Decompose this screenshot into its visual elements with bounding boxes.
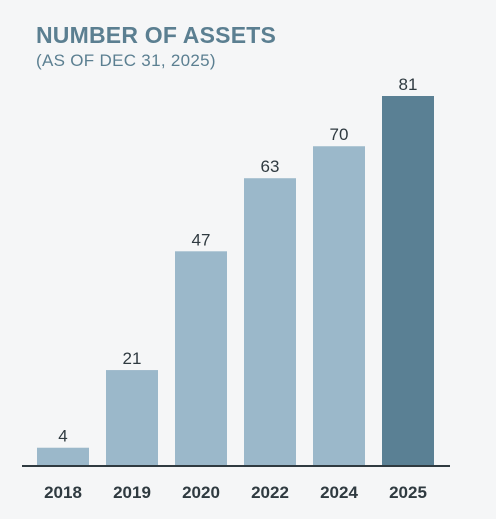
category-label-2024: 2024 <box>320 483 358 502</box>
value-label-2019: 21 <box>123 349 142 368</box>
category-label-2019: 2019 <box>113 483 151 502</box>
bar-2024 <box>313 146 365 466</box>
category-label-2018: 2018 <box>44 483 82 502</box>
value-label-2024: 70 <box>330 125 349 144</box>
bar-2022 <box>244 178 296 466</box>
value-label-2022: 63 <box>261 157 280 176</box>
chart-title: NUMBER OF ASSETS <box>36 22 277 48</box>
category-label-2025: 2025 <box>389 483 427 502</box>
bar-2019 <box>106 370 158 466</box>
category-label-2020: 2020 <box>182 483 220 502</box>
category-label-2022: 2022 <box>251 483 289 502</box>
bar-2020 <box>175 251 227 466</box>
value-label-2020: 47 <box>192 230 211 249</box>
value-label-2025: 81 <box>399 75 418 94</box>
bar-2018 <box>37 447 89 466</box>
chart-subtitle: (AS OF DEC 31, 2025) <box>36 51 216 70</box>
bar-2025 <box>382 96 434 466</box>
value-label-2018: 4 <box>58 427 67 446</box>
